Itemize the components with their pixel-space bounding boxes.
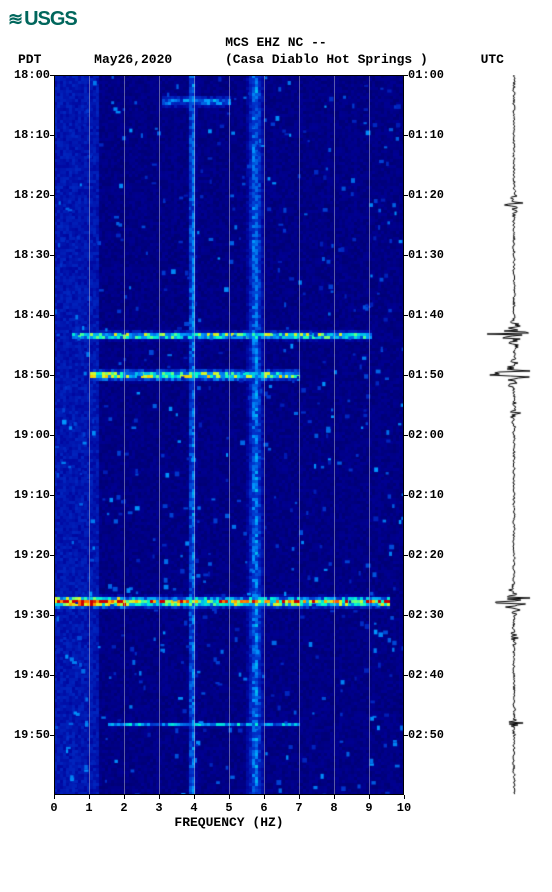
utc-tick-label: 02:50 (408, 728, 444, 742)
utc-tick-label: 02:40 (408, 668, 444, 682)
freq-tick-label: 4 (190, 801, 197, 815)
pdt-tick-label: 18:20 (14, 188, 50, 202)
utc-tick-label: 02:30 (408, 608, 444, 622)
utc-tick-label: 02:10 (408, 488, 444, 502)
freq-tick-label: 1 (85, 801, 92, 815)
utc-tick-label: 02:00 (408, 428, 444, 442)
chart-header: MCS EHZ NC -- PDT May26,2020 (Casa Diabl… (8, 35, 544, 69)
freq-tick-label: 2 (120, 801, 127, 815)
x-axis-label: FREQUENCY (HZ) (174, 815, 283, 830)
pdt-tick-label: 18:50 (14, 368, 50, 382)
logo-wave-icon: ≋ (8, 9, 22, 29)
pdt-tick-label: 18:40 (14, 308, 50, 322)
header-right-tz: UTC (481, 52, 504, 69)
header-line1: MCS EHZ NC -- (8, 35, 544, 52)
frequency-axis: FREQUENCY (HZ) 012345678910 (54, 795, 404, 835)
pdt-tick-label: 18:00 (14, 68, 50, 82)
header-date: May26,2020 (94, 52, 172, 69)
freq-tick-label: 9 (365, 801, 372, 815)
utc-tick-label: 01:40 (408, 308, 444, 322)
utc-tick-label: 01:50 (408, 368, 444, 382)
pdt-tick-label: 19:40 (14, 668, 50, 682)
freq-tick-label: 6 (260, 801, 267, 815)
pdt-tick-label: 19:10 (14, 488, 50, 502)
pdt-tick-label: 18:30 (14, 248, 50, 262)
pdt-tick-label: 19:50 (14, 728, 50, 742)
pdt-tick-label: 19:30 (14, 608, 50, 622)
utc-tick-label: 01:30 (408, 248, 444, 262)
utc-tick-label: 01:20 (408, 188, 444, 202)
freq-tick-label: 3 (155, 801, 162, 815)
spectrogram (54, 75, 404, 795)
pdt-tick-label: 18:10 (14, 128, 50, 142)
freq-tick-label: 0 (50, 801, 57, 815)
utc-tick-label: 01:10 (408, 128, 444, 142)
logo-text: USGS (24, 8, 77, 30)
header-station: (Casa Diablo Hot Springs ) (225, 52, 428, 69)
freq-tick-label: 7 (295, 801, 302, 815)
freq-tick-label: 8 (330, 801, 337, 815)
header-left-tz: PDT (18, 52, 41, 69)
freq-tick-label: 5 (225, 801, 232, 815)
pdt-tick-label: 19:00 (14, 428, 50, 442)
pdt-tick-label: 19:20 (14, 548, 50, 562)
plot-area: 18:0018:1018:2018:3018:4018:5019:0019:10… (8, 75, 544, 795)
utc-tick-label: 02:20 (408, 548, 444, 562)
usgs-logo: ≋USGS (8, 8, 544, 31)
utc-tick-label: 01:00 (408, 68, 444, 82)
seismic-trace (474, 75, 552, 795)
freq-tick-label: 10 (397, 801, 411, 815)
